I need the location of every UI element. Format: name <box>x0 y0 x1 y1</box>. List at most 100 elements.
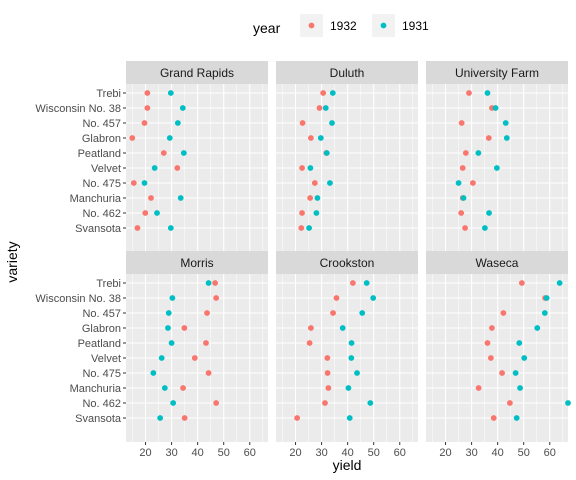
point-1931-grand-rapids <box>151 165 158 171</box>
point-1932-crookston <box>322 400 328 406</box>
point-1931-grand-rapids <box>180 150 187 156</box>
point-1931-morris <box>170 400 177 406</box>
point-1932-morris <box>205 370 212 376</box>
point-1932-university-farm <box>462 150 469 156</box>
panel-morris: Morris Trebi Wisconsin No. 38 No. 457 Glabro… <box>35 251 268 459</box>
y-tick-label: Manchuria <box>70 383 122 395</box>
point-1932-waseca <box>487 355 494 361</box>
point-1931-crookston <box>359 310 366 316</box>
y-tick-label: Peatland <box>78 338 121 350</box>
point-1932-grand-rapids <box>129 135 136 141</box>
y-tick-label: Velvet <box>91 163 121 175</box>
y-tick-label: Svansota <box>75 223 122 235</box>
point-1932-waseca <box>489 325 495 331</box>
y-tick-label: Svansota <box>75 413 122 425</box>
point-1932-university-farm <box>485 135 492 141</box>
point-1932-duluth <box>316 105 323 111</box>
point-1932-crookston <box>306 340 313 346</box>
strip-label-crookston: Crookston <box>320 256 375 270</box>
x-tick-label: 20 <box>439 447 451 459</box>
x-tick-label: 40 <box>342 447 354 459</box>
point-1931-university-farm <box>460 195 467 201</box>
point-1931-university-farm <box>492 105 499 111</box>
point-1932-grand-rapids <box>160 150 167 156</box>
x-tick-label: 60 <box>394 447 406 459</box>
x-tick-label: 50 <box>218 447 230 459</box>
strip-duluth <box>276 61 418 84</box>
y-tick-label: No. 462 <box>82 208 121 220</box>
point-1931-morris <box>165 310 172 316</box>
y-tick-label: Peatland <box>78 148 121 160</box>
point-1932-grand-rapids <box>174 165 181 171</box>
point-1931-grand-rapids <box>167 225 174 231</box>
point-1931-morris <box>168 340 175 346</box>
point-1932-crookston <box>333 295 340 301</box>
point-1931-waseca <box>512 370 519 376</box>
point-1932-crookston <box>349 280 356 286</box>
point-1931-duluth <box>329 90 336 96</box>
strip-label-morris: Morris <box>180 256 213 270</box>
y-tick-label: Trebi <box>96 88 121 100</box>
point-1932-waseca <box>499 370 505 376</box>
y-tick-label: No. 457 <box>82 118 121 130</box>
panel-crookston: Crookston 20 30 40 50 60 <box>276 251 418 459</box>
point-1931-morris <box>161 385 168 391</box>
point-1932-crookston <box>324 355 331 361</box>
point-1931-university-farm <box>486 210 492 216</box>
point-1931-crookston <box>363 280 370 286</box>
point-1932-grand-rapids <box>142 210 149 216</box>
legend-label-1932: 1932 <box>330 19 357 33</box>
point-1932-morris <box>191 355 198 361</box>
x-tick-label: 30 <box>315 447 327 459</box>
point-1932-morris <box>204 310 210 316</box>
legend: year 1932 1931 <box>253 14 429 37</box>
point-1931-morris <box>165 325 171 331</box>
legend-label-1931: 1931 <box>402 19 429 33</box>
x-tick-label: 50 <box>518 447 530 459</box>
point-1932-duluth <box>311 180 318 186</box>
point-1932-grand-rapids <box>144 90 151 96</box>
panel-waseca: Waseca 20 30 40 50 60 <box>426 251 571 459</box>
point-1932-grand-rapids <box>141 120 148 126</box>
point-1932-grand-rapids <box>148 195 154 201</box>
y-tick-label: Trebi <box>96 278 121 290</box>
point-1931-waseca <box>534 325 541 331</box>
point-1931-university-farm <box>503 135 510 141</box>
point-1932-morris <box>181 415 188 421</box>
point-1931-duluth <box>313 210 320 216</box>
point-1931-duluth <box>327 180 333 186</box>
point-1931-university-farm <box>455 180 462 186</box>
point-1931-duluth <box>314 195 321 201</box>
strip-university-farm <box>426 61 568 84</box>
legend-title: year <box>253 20 281 36</box>
y-tick-label: No. 475 <box>82 178 121 190</box>
point-1932-duluth <box>299 165 305 171</box>
point-1931-duluth <box>329 120 335 126</box>
x-tick-label: 40 <box>192 447 204 459</box>
x-tick-label: 30 <box>465 447 477 459</box>
point-1931-crookston <box>348 355 355 361</box>
strip-morris <box>126 251 268 274</box>
point-1931-university-farm <box>493 165 500 171</box>
x-tick-label: 60 <box>244 447 256 459</box>
point-1931-morris <box>205 280 212 286</box>
point-1932-university-farm <box>459 165 466 171</box>
y-tick-label: No. 475 <box>82 368 121 380</box>
point-1932-morris <box>203 340 209 346</box>
strip-label-duluth: Duluth <box>330 66 365 80</box>
point-1931-waseca <box>516 340 523 346</box>
panel-university-farm: University Farm <box>426 61 568 252</box>
point-1931-grand-rapids <box>166 135 173 141</box>
point-1932-duluth <box>299 120 306 126</box>
point-1931-waseca <box>543 295 550 301</box>
point-1931-crookston <box>354 370 360 376</box>
point-1932-morris <box>181 325 188 331</box>
point-1931-waseca <box>541 310 548 316</box>
point-1931-crookston <box>339 325 346 331</box>
point-1931-university-farm <box>475 150 482 156</box>
x-axis-title: yield <box>333 457 362 473</box>
y-tick-label: Manchuria <box>70 193 122 205</box>
y-tick-label: No. 462 <box>82 398 121 410</box>
point-1931-crookston <box>345 385 352 391</box>
point-1931-crookston <box>348 340 355 346</box>
